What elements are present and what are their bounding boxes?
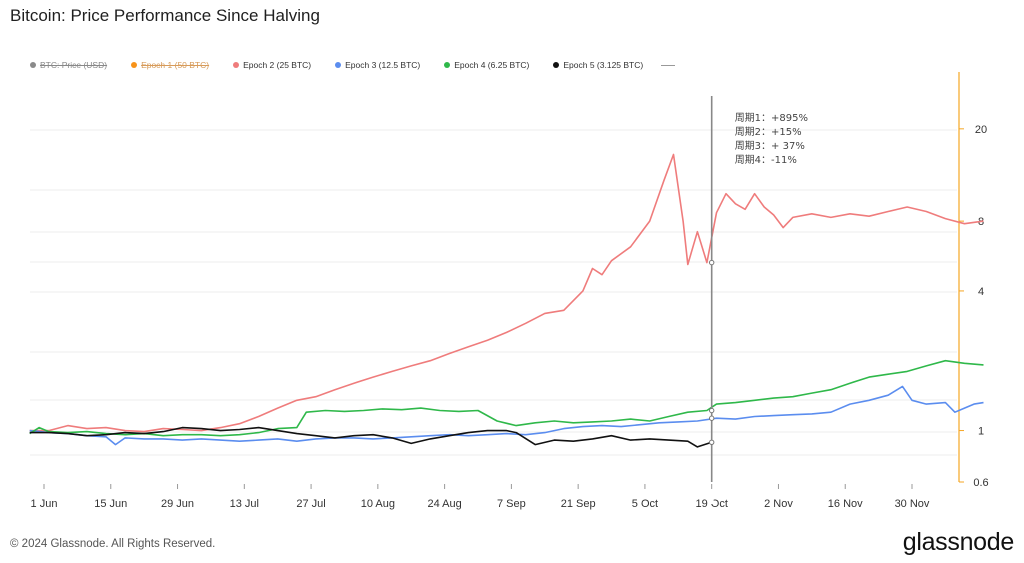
legend-item[interactable]: Epoch 5 (3.125 BTC)	[553, 60, 643, 70]
x-tick-label: 15 Jun	[94, 498, 127, 510]
crosshair-point	[708, 415, 715, 421]
chart-title: Bitcoin: Price Performance Since Halving	[10, 6, 320, 25]
copyright-text: © 2024 Glassnode. All Rights Reserved.	[10, 538, 216, 550]
x-tick-label: 21 Sep	[561, 498, 596, 510]
legend-more-icon[interactable]	[661, 64, 676, 66]
legend-item[interactable]: BTC: Price (USD)	[30, 60, 107, 70]
x-tick-label: 5 Oct	[632, 498, 658, 510]
x-tick-label: 16 Nov	[828, 498, 863, 510]
series-line-epoch-5	[29, 426, 712, 448]
legend-item[interactable]: Epoch 2 (25 BTC)	[233, 60, 311, 70]
legend-item[interactable]: Epoch 3 (12.5 BTC)	[335, 60, 420, 70]
y-tick-label: 4	[978, 286, 984, 298]
x-tick-label: 30 Nov	[895, 498, 930, 510]
legend-label: Epoch 4 (6.25 BTC)	[454, 60, 530, 70]
legend-dot-icon	[233, 62, 240, 68]
legend-label: Epoch 3 (12.5 BTC)	[345, 60, 421, 70]
legend-label: Epoch 1 (50 BTC)	[141, 60, 210, 70]
x-tick-label: 27 Jul	[296, 498, 325, 510]
series-line-epoch-3	[29, 385, 984, 446]
annotation-line: 周期2：+15%	[735, 126, 802, 138]
x-tick-label: 13 Jul	[230, 498, 259, 510]
x-tick-label: 1 Jun	[31, 498, 58, 510]
legend-dot-icon	[131, 62, 138, 68]
annotation-line: 周期3：+ 37%	[735, 140, 805, 152]
x-tick-label: 29 Jun	[161, 498, 194, 510]
legend-item[interactable]: Epoch 1 (50 BTC)	[131, 60, 209, 70]
legend-label: BTC: Price (USD)	[40, 60, 108, 70]
x-tick-label: 7 Sep	[497, 498, 526, 510]
chart-legend: BTC: Price (USD) Epoch 1 (50 BTC) Epoch 2 …	[30, 58, 676, 72]
annotation-line: 周期1：+895%	[735, 112, 808, 124]
legend-dot-icon	[30, 62, 36, 68]
glassnode-logo: glassnode	[902, 528, 1015, 556]
x-tick-label: 24 Aug	[427, 498, 461, 510]
x-tick-label: 10 Aug	[361, 498, 395, 510]
x-tick-label: 2 Nov	[764, 498, 793, 510]
legend-dot-icon	[553, 62, 560, 68]
legend-item[interactable]: Epoch 4 (6.25 BTC)	[444, 60, 529, 70]
y-tick-label: 1	[978, 426, 984, 438]
series-line-epoch-4	[29, 359, 984, 437]
legend-dot-icon	[335, 62, 342, 68]
legend-label: Epoch 2 (25 BTC)	[243, 60, 312, 70]
series-line-epoch-2	[29, 153, 984, 433]
crosshair-point	[708, 259, 715, 266]
chart-plot: 1 Jun 15 Jun 29 Jun 13 Jul 27 Jul 10 Aug 24 Au…	[29, 72, 989, 510]
legend-label: Epoch 5 (3.125 BTC)	[563, 60, 644, 70]
legend-dot-icon	[444, 62, 451, 68]
crosshair-point	[708, 439, 715, 445]
y-tick-label: 20	[975, 124, 987, 136]
annotation-line: 周期4：-11%	[735, 154, 797, 166]
crosshair-marker	[709, 492, 714, 504]
y-tick-label: 0.6	[973, 477, 988, 489]
crosshair-point	[708, 407, 715, 414]
